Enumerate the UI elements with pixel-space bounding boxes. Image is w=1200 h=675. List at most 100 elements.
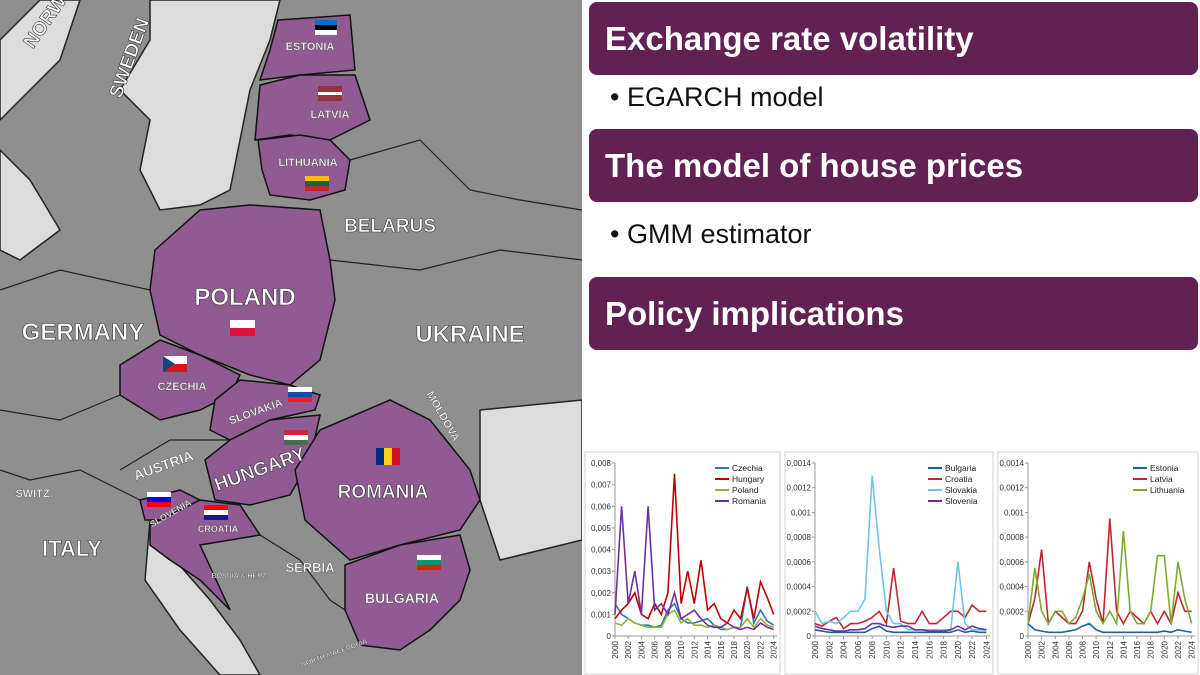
map-label: LATVIA	[311, 109, 350, 121]
y-tick-label: 0,001	[791, 508, 812, 517]
x-tick-label: 2006	[1065, 640, 1074, 658]
y-tick-label: 0,0002	[787, 607, 812, 616]
x-tick-label: 2022	[1174, 640, 1183, 658]
x-tick-label: 2018	[940, 640, 949, 658]
x-tick-label: 2012	[897, 640, 906, 658]
charts: 0 0,001 0,002 0,003 0,004 0,005 0,006 0,007 0,00…	[584, 451, 1199, 675]
x-tick-label: 2024	[1188, 640, 1197, 658]
y-tick-label: 0,0012	[1000, 484, 1025, 493]
x-tick-label: 2020	[954, 640, 963, 658]
legend-label: Slovakia	[945, 485, 977, 495]
x-tick-label: 2002	[825, 640, 834, 658]
x-tick-label: 2024	[982, 640, 991, 658]
series-line	[1027, 530, 1193, 627]
y-tick-label: 0,0014	[787, 459, 812, 468]
map-label: GERMANY	[22, 319, 145, 346]
y-tick-label: 0,0004	[1000, 583, 1025, 592]
legend-label: Estonia	[1150, 463, 1179, 473]
x-tick-label: 2014	[911, 640, 920, 658]
series-line	[814, 567, 987, 630]
legend-label: Czechia	[732, 463, 763, 473]
bullet-text: GMM estimator	[626, 219, 812, 249]
map: NORW SWEDEN ESTONIA LATVIA LITHUANIA BEL…	[0, 0, 582, 675]
legend-label: Poland	[732, 485, 759, 495]
highlighted-countries	[119, 14, 481, 651]
y-tick-label: 0,002	[591, 589, 612, 598]
map-label: CZECHIA	[158, 381, 207, 393]
x-tick-label: 2008	[1079, 640, 1088, 658]
legend-label: Latvia	[1150, 474, 1173, 484]
x-tick-label: 2004	[637, 640, 646, 658]
map-label: ESTONIA	[286, 41, 335, 53]
x-tick-label: 2010	[677, 640, 686, 658]
y-tick-label: 0,0006	[1000, 558, 1025, 567]
x-tick-label: 2016	[925, 640, 934, 658]
y-tick-label: 0,004	[591, 546, 612, 555]
x-tick-label: 2016	[1133, 640, 1142, 658]
legend-label: Croatia	[945, 474, 973, 484]
map-label: ITALY	[42, 536, 102, 561]
map-label: BULGARIA	[365, 590, 439, 606]
y-tick-label: 0,003	[591, 567, 612, 576]
series-line	[614, 608, 774, 631]
y-tick-label: 0,006	[591, 502, 612, 511]
x-tick-label: 2008	[664, 640, 673, 658]
x-tick-label: 2000	[611, 640, 620, 658]
legend-label: Hungary	[732, 474, 765, 484]
x-tick-label: 2012	[1106, 640, 1115, 658]
map-label: BOSNIA & HERZ.	[212, 573, 269, 580]
x-tick-label: 2000	[1024, 640, 1033, 658]
x-tick-label: 2010	[1092, 640, 1101, 658]
map-label: BELARUS	[344, 216, 436, 237]
x-tick-label: 2002	[1038, 640, 1047, 658]
y-tick-label: 0,0006	[787, 558, 812, 567]
x-tick-label: 2002	[624, 640, 633, 658]
map-label: SERBIA	[285, 560, 335, 575]
x-tick-label: 2008	[868, 640, 877, 658]
series-line	[814, 475, 987, 631]
map-label: SWITZ.	[15, 488, 52, 500]
y-tick-label: 0	[807, 632, 812, 641]
x-tick-label: 2010	[882, 640, 891, 658]
bullet-text: EGARCH model	[626, 82, 824, 112]
y-tick-label: 0,0008	[787, 533, 812, 542]
x-tick-label: 2018	[730, 640, 739, 658]
borders	[0, 139, 582, 611]
y-tick-label: 0,005	[591, 524, 612, 533]
y-tick-label: 0	[607, 632, 612, 641]
x-tick-label: 2006	[854, 640, 863, 658]
x-tick-label: 2014	[1119, 640, 1128, 658]
series-line	[814, 625, 987, 634]
y-tick-label: 0,0012	[787, 484, 812, 493]
map-label: LITHUANIA	[278, 157, 337, 169]
map-label: ROMANIA	[338, 482, 429, 503]
x-tick-label: 2024	[770, 640, 779, 658]
section-heading: The model of house prices	[589, 129, 1198, 202]
y-tick-label: 0,008	[591, 459, 612, 468]
x-tick-label: 2018	[1147, 640, 1156, 658]
series-line	[1027, 622, 1192, 634]
y-tick-label: 0	[1020, 632, 1025, 641]
bullet: • GMM estimator	[610, 219, 812, 249]
x-tick-label: 2022	[756, 640, 765, 658]
x-tick-label: 2004	[840, 640, 849, 658]
map-label: UKRAINE	[415, 321, 524, 348]
section-heading: Exchange rate volatility	[589, 2, 1198, 75]
x-tick-label: 2004	[1051, 640, 1060, 658]
legend-label: Slovenia	[945, 496, 978, 506]
section-heading: Policy implications	[589, 277, 1198, 350]
y-tick-label: 0,007	[591, 481, 612, 490]
flags	[147, 20, 441, 570]
series-line	[614, 506, 774, 631]
x-tick-label: 2006	[651, 640, 660, 658]
x-tick-label: 2000	[811, 640, 820, 658]
y-tick-label: 0,0008	[1000, 533, 1025, 542]
legend-label: Lithuania	[1150, 485, 1185, 495]
y-tick-label: 0,0014	[1000, 459, 1025, 468]
x-tick-label: 2022	[968, 640, 977, 658]
x-tick-label: 2014	[704, 640, 713, 658]
y-tick-label: 0,0004	[787, 583, 812, 592]
y-tick-label: 0,001	[591, 610, 612, 619]
bullet: • EGARCH model	[610, 82, 824, 112]
